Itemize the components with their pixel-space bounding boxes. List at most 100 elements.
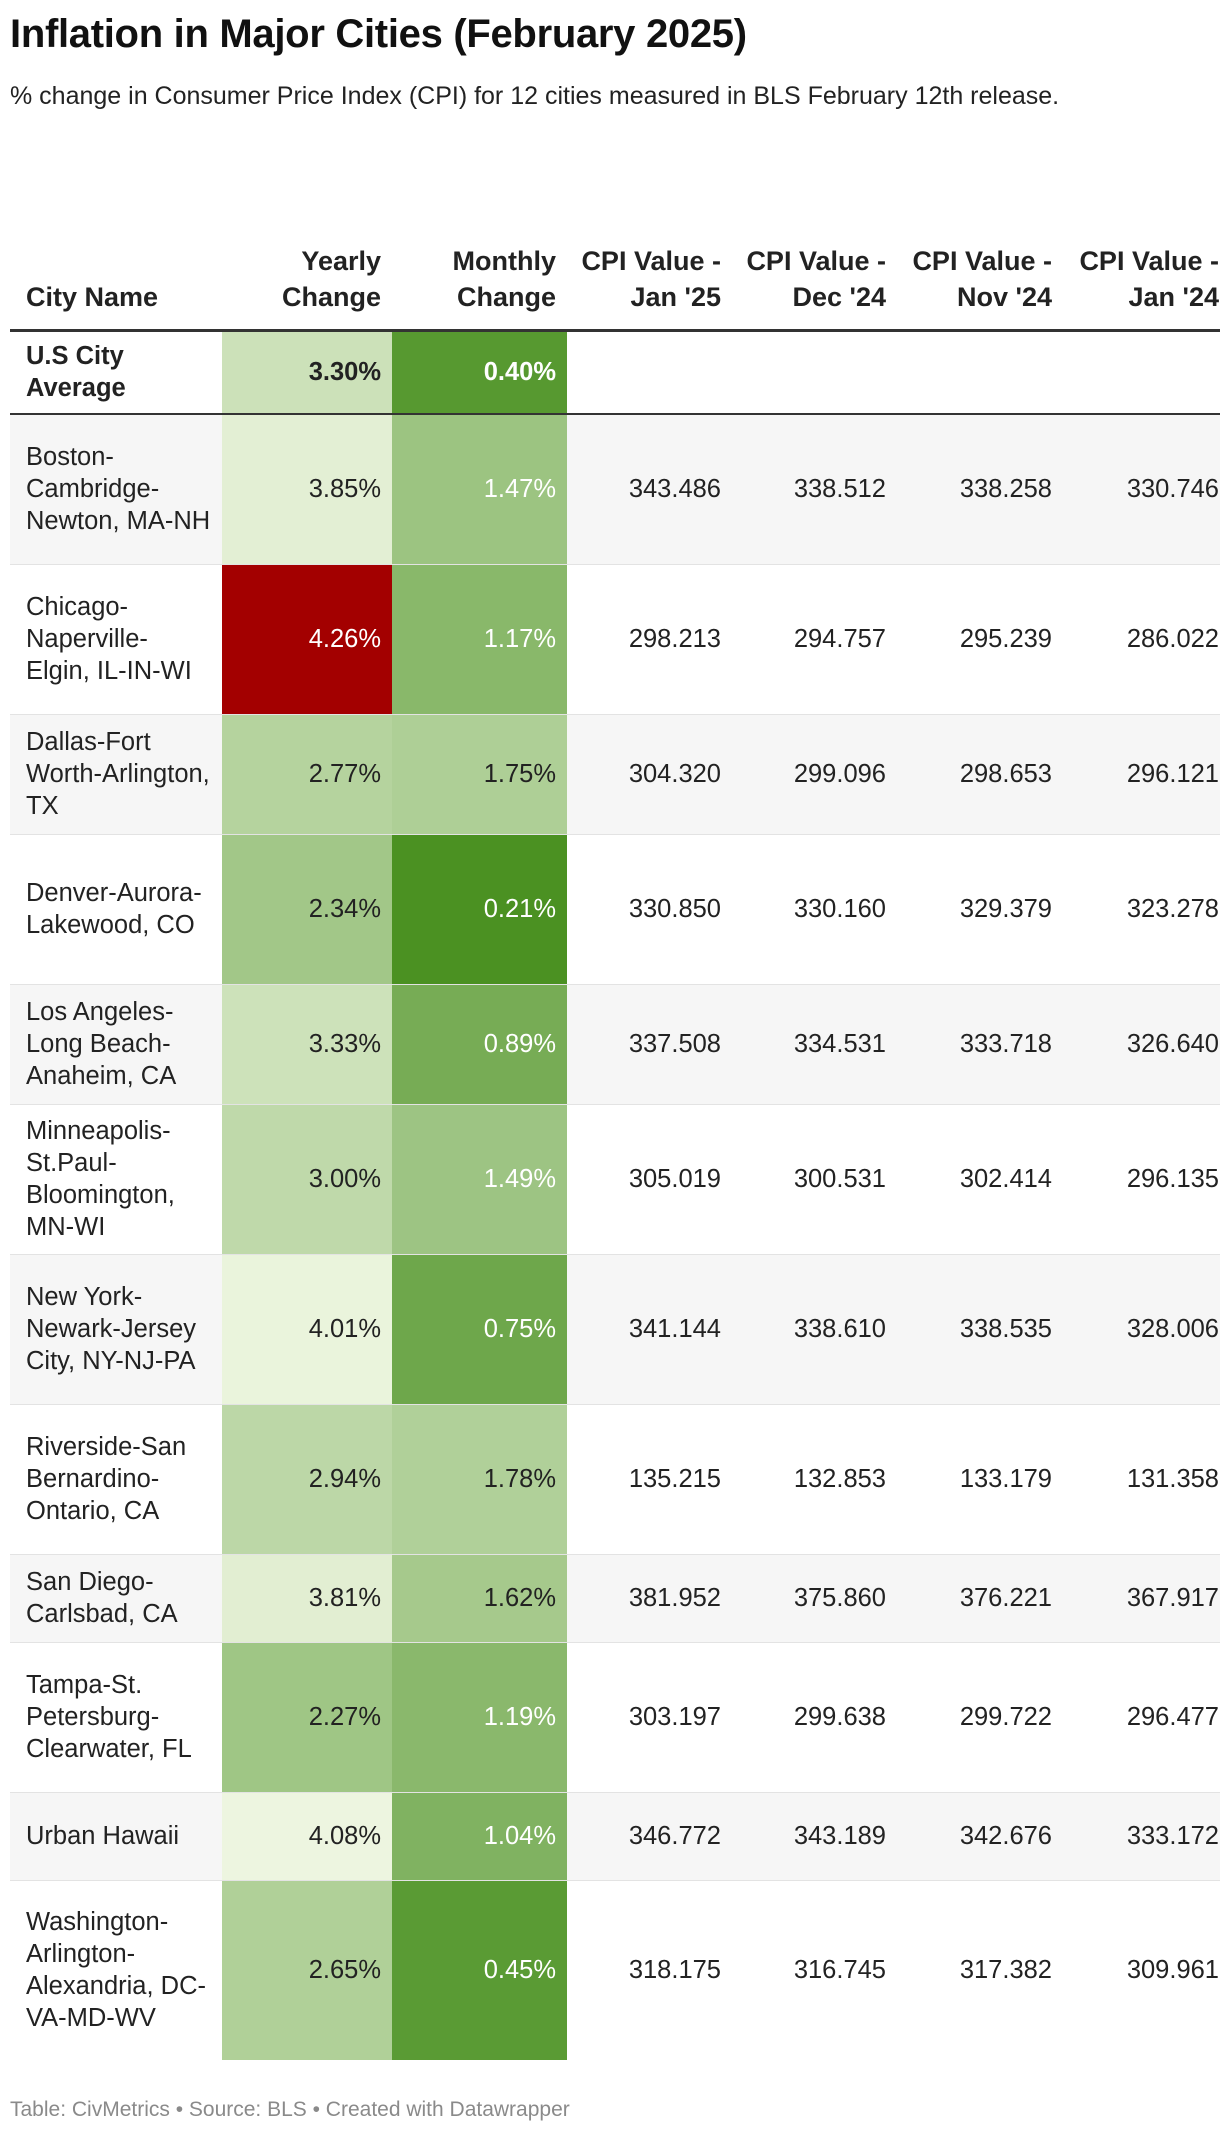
city-cell: Urban Hawaii <box>10 1792 222 1881</box>
column-header-jan25[interactable]: CPI Value - Jan '25 <box>567 160 732 332</box>
table-row: New York-Newark-Jersey City, NY-NJ-PA 4.0… <box>10 1254 1220 1405</box>
cpi-jan24-cell: 296.121 <box>1063 714 1220 835</box>
cpi-jan24-cell: 296.135 <box>1063 1104 1220 1255</box>
chart-footer: Table: CivMetrics • Source: BLS • Create… <box>10 2098 570 2121</box>
table-header: City Name Yearly Change Monthly Change C… <box>10 160 1220 332</box>
yearly-change-cell: 3.85% <box>222 414 392 565</box>
table-row: Chicago-Naperville-Elgin, IL-IN-WI 4.26% 1… <box>10 564 1220 715</box>
cpi-jan24-cell: 326.640 <box>1063 984 1220 1105</box>
cpi-dec24-cell: 316.745 <box>793 1956 886 1985</box>
city-cell: Denver-Aurora-Lakewood, CO <box>10 834 222 985</box>
cpi-nov24-cell: 317.382 <box>959 1956 1052 1985</box>
monthly-change-cell: 1.04% <box>392 1792 567 1881</box>
cpi-nov24-cell: 302.414 <box>897 1104 1063 1255</box>
yearly-change-cell: 2.65% <box>222 1880 392 2060</box>
table-row: Boston-Cambridge-Newton, MA-NH 3.85% 1.47%… <box>10 414 1220 565</box>
cpi-dec24-cell: 375.860 <box>732 1554 897 1643</box>
cpi-dec24-cell: 132.853 <box>732 1404 897 1555</box>
average-city-cell: U.S City Average <box>10 330 222 415</box>
yearly-change-cell: 2.94% <box>222 1404 392 1555</box>
cpi-nov24-cell: 376.221 <box>897 1554 1063 1643</box>
cpi-dec24-cell: 300.531 <box>732 1104 897 1255</box>
city-cell: Los Angeles-Long Beach-Anaheim, CA <box>10 984 222 1105</box>
cpi-dec24-cell: 334.531 <box>732 984 897 1105</box>
yearly-change-cell: 4.26% <box>222 564 392 715</box>
table-row: Denver-Aurora-Lakewood, CO 2.34% 0.21% 330.… <box>10 834 1220 985</box>
cpi-jan25-cell: 304.320 <box>567 714 732 835</box>
cpi-jan25-cell: 135.215 <box>567 1404 732 1555</box>
chart-subtitle: % change in Consumer Price Index (CPI) f… <box>10 82 1060 110</box>
cpi-jan24-cell: 367.917 <box>1063 1554 1220 1643</box>
column-header-jan24[interactable]: CPI Value - Jan '24 <box>1063 160 1220 332</box>
table-row: Minneapolis-St.Paul-Bloomington, MN-WI 3.… <box>10 1104 1220 1255</box>
average-jan24-cell <box>1063 330 1220 415</box>
cpi-jan25-cell: 318.175 <box>628 1956 721 1985</box>
cpi-jan24-cell: 296.477 <box>1063 1642 1220 1793</box>
table-row: Riverside-San Bernardino-Ontario, CA 2.94… <box>10 1404 1220 1555</box>
column-header-yearly[interactable]: Yearly Change <box>222 160 392 332</box>
monthly-change-cell: 1.47% <box>392 414 567 565</box>
yearly-change-cell: 3.33% <box>222 984 392 1105</box>
cpi-dec24-cell: 338.610 <box>732 1254 897 1405</box>
column-header-dec24[interactable]: CPI Value - Dec '24 <box>732 160 897 332</box>
table-body: U.S City Average 3.30% 0.40% Boston-Camb… <box>10 330 1220 2060</box>
column-header-monthly[interactable]: Monthly Change <box>392 160 567 332</box>
column-header-city[interactable]: City Name <box>10 160 222 332</box>
cpi-jan25-cell: 343.486 <box>567 414 732 565</box>
average-yearly-cell: 3.30% <box>222 330 392 415</box>
city-cell: Minneapolis-St.Paul-Bloomington, MN-WI <box>10 1104 222 1255</box>
table-row: Washington-Arlington-Alexandria, DC-VA-M… <box>10 1880 1220 2060</box>
yearly-change-cell: 2.34% <box>222 834 392 985</box>
cpi-jan25-cell: 298.213 <box>567 564 732 715</box>
average-jan25-cell <box>567 330 732 415</box>
cpi-jan24-cell: 286.022 <box>1063 564 1220 715</box>
cpi-nov24-cell: 338.535 <box>897 1254 1063 1405</box>
cpi-jan24-cell: 330.746 <box>1063 414 1220 565</box>
table-row: Urban Hawaii 4.08% 1.04% 346.772 343.189 342.… <box>10 1792 1220 1881</box>
yearly-change-cell: 3.00% <box>222 1104 392 1255</box>
cpi-dec24-cell: 299.638 <box>732 1642 897 1793</box>
cpi-jan24-cell: 333.172 <box>1063 1792 1220 1881</box>
cpi-nov24-cell: 299.722 <box>897 1642 1063 1793</box>
city-cell: Boston-Cambridge-Newton, MA-NH <box>10 414 222 565</box>
monthly-change-cell: 0.75% <box>392 1254 567 1405</box>
cpi-table: City Name Yearly Change Monthly Change C… <box>10 160 1220 2060</box>
cpi-jan24-cell: 131.358 <box>1063 1404 1220 1555</box>
monthly-change-cell: 1.19% <box>392 1642 567 1793</box>
cpi-nov24-cell: 298.653 <box>897 714 1063 835</box>
table-row: San Diego-Carlsbad, CA 3.81% 1.62% 381.952 3… <box>10 1554 1220 1643</box>
monthly-change-cell: 0.45% <box>392 1880 567 2060</box>
table-row: Tampa-St. Petersburg-Clearwater, FL 2.27%… <box>10 1642 1220 1793</box>
cpi-jan25-cell: 337.508 <box>567 984 732 1105</box>
monthly-change-cell: 1.78% <box>392 1404 567 1555</box>
cpi-nov24-cell: 329.379 <box>897 834 1063 985</box>
monthly-change-cell: 0.89% <box>392 984 567 1105</box>
city-cell: Washington-Arlington-Alexandria, DC-VA-M… <box>26 1908 206 2033</box>
cpi-jan25-cell: 341.144 <box>567 1254 732 1405</box>
average-monthly-cell: 0.40% <box>392 330 567 415</box>
cpi-jan24-cell: 323.278 <box>1063 834 1220 985</box>
monthly-change-cell: 1.75% <box>392 714 567 835</box>
average-row: U.S City Average 3.30% 0.40% <box>10 330 1220 415</box>
cpi-jan25-cell: 346.772 <box>567 1792 732 1881</box>
cpi-dec24-cell: 343.189 <box>732 1792 897 1881</box>
table-row: Dallas-Fort Worth-Arlington, TX 2.77% 1.75… <box>10 714 1220 835</box>
cpi-dec24-cell: 294.757 <box>732 564 897 715</box>
yearly-change-cell: 2.77% <box>222 714 392 835</box>
column-header-nov24[interactable]: CPI Value - Nov '24 <box>897 160 1063 332</box>
monthly-change-cell: 1.62% <box>392 1554 567 1643</box>
cpi-nov24-cell: 333.718 <box>897 984 1063 1105</box>
cpi-jan25-cell: 305.019 <box>567 1104 732 1255</box>
cpi-nov24-cell: 342.676 <box>897 1792 1063 1881</box>
cpi-jan25-cell: 381.952 <box>567 1554 732 1643</box>
average-dec24-cell <box>732 330 897 415</box>
city-cell: Chicago-Naperville-Elgin, IL-IN-WI <box>10 564 222 715</box>
cpi-jan24-cell: 328.006 <box>1063 1254 1220 1405</box>
monthly-change-cell: 1.17% <box>392 564 567 715</box>
cpi-jan25-cell: 303.197 <box>567 1642 732 1793</box>
cpi-dec24-cell: 299.096 <box>732 714 897 835</box>
chart-title: Inflation in Major Cities (February 2025… <box>10 12 747 56</box>
cpi-dec24-cell: 338.512 <box>732 414 897 565</box>
monthly-change-cell: 0.21% <box>392 834 567 985</box>
cpi-nov24-cell: 133.179 <box>897 1404 1063 1555</box>
